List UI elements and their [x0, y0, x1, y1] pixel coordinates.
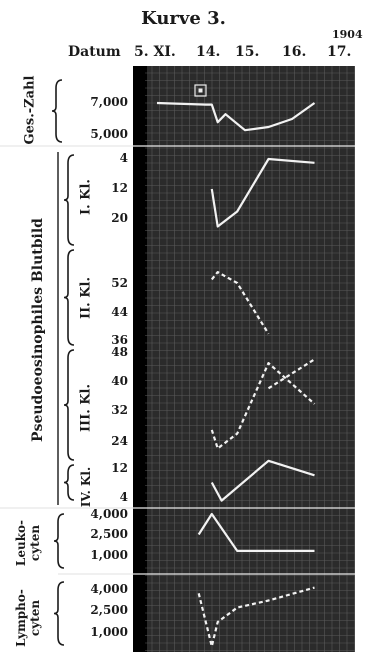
brace-gesamt — [51, 79, 63, 143]
marker-box — [194, 84, 207, 97]
brace-class-3 — [63, 349, 75, 461]
series-line-0 — [156, 101, 316, 132]
tick-k3-24: 24 — [111, 434, 128, 448]
tick-lympho-4000: 4,000 — [90, 582, 128, 596]
brace-lymphocyten — [53, 581, 65, 646]
tick-k1-20: 20 — [111, 211, 128, 225]
series-line-1 — [210, 157, 315, 228]
date-tick-2: 15. — [235, 44, 260, 60]
tick-k1-12: 12 — [111, 181, 128, 195]
series-line-7 — [197, 586, 315, 648]
tick-k3-40: 40 — [111, 374, 128, 388]
series-line-3 — [267, 358, 316, 390]
date-tick-3: 16. — [282, 44, 307, 60]
left-bar — [133, 66, 147, 652]
plot-background — [145, 66, 355, 652]
tick-leuko-1000: 1,000 — [90, 548, 128, 562]
tick-gesamt-5000: 5,000 — [90, 127, 128, 141]
tick-gesamt-7000: 7,000 — [90, 95, 128, 109]
chart-title: Kurve 3. — [141, 8, 226, 29]
series-line-5 — [210, 459, 315, 502]
tick-k4-4: 4 — [119, 490, 128, 504]
tick-k2-52: 52 — [111, 276, 128, 290]
date-tick-0: 5. XI. — [134, 44, 176, 60]
tick-k3-36: 36 — [111, 333, 128, 347]
brace-class-2 — [63, 249, 75, 346]
series-line-6 — [197, 512, 315, 553]
tick-k3-32: 32 — [111, 403, 128, 417]
brace-class-4 — [63, 464, 75, 501]
marker-box-dot — [198, 88, 203, 93]
tick-k2-44: 44 — [111, 305, 128, 319]
date-tick-1: 14. — [196, 44, 221, 60]
tick-lympho-1000: 1,000 — [90, 625, 128, 639]
brace-class-1 — [63, 154, 75, 246]
date-tick-4: 17. — [327, 44, 352, 60]
brace-leukocyten — [53, 513, 65, 569]
blutbild-label: Pseudoeosinophiles Blutbild — [30, 218, 46, 442]
lymphocyten-label: Lympho-cyten — [14, 589, 42, 647]
date-axis-label: Datum — [68, 44, 121, 60]
tick-k3-48: 48 — [111, 345, 128, 359]
tick-leuko-4000: 4,000 — [90, 507, 128, 521]
tick-k4-12: 12 — [111, 461, 128, 475]
tick-k1-4: 4 — [119, 151, 128, 165]
tick-leuko-2500: 2,500 — [90, 527, 128, 541]
series-line-4 — [210, 362, 316, 450]
year-label: 1904 — [332, 28, 363, 41]
leukocyten-label: Leuko-cyten — [14, 519, 42, 567]
gesamt-label: Ges.-Zahl — [22, 75, 38, 145]
tick-lympho-2500: 2,500 — [90, 603, 128, 617]
